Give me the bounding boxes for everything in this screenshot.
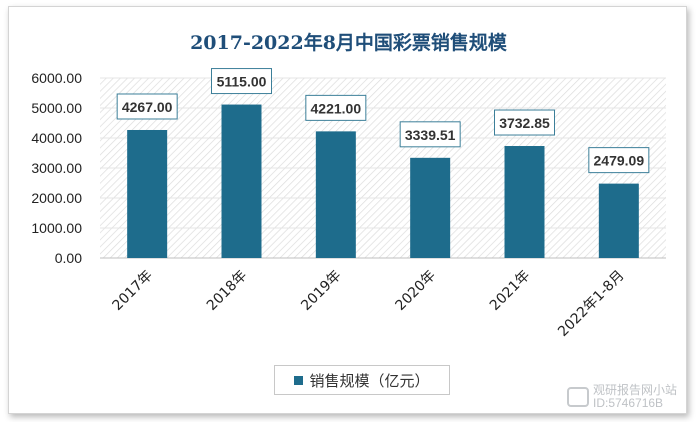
data-label: 2479.09: [594, 153, 645, 169]
bar: [410, 157, 451, 258]
watermark-line1: 观研报告网小站: [593, 383, 678, 397]
watermark-line2: ID:5746716B: [593, 396, 664, 410]
x-tick-label: 2022年1-8月: [555, 268, 627, 340]
data-label: 4267.00: [122, 99, 173, 115]
bar: [504, 146, 545, 258]
data-label-box: [211, 68, 272, 95]
bar: [127, 129, 168, 258]
legend-label: 销售规模（亿元）: [309, 372, 430, 390]
data-label: 4221.00: [311, 100, 362, 116]
y-axis-ticks: 0.00 1000.00 2000.00 3000.00 4000.00 5000.00 6…: [31, 70, 82, 266]
data-label-box: [399, 121, 461, 148]
y-tick-label: 6000.00: [31, 70, 82, 86]
watermark: 观研报告网小站 ID:5746716B: [567, 384, 677, 410]
data-label-box: [305, 94, 367, 121]
bar: [598, 183, 639, 258]
watermark-logo-icon: [567, 387, 589, 407]
x-axis-ticks: 2017年 2018年 2019年 2020年 2021年 2022年1-8月: [110, 268, 628, 340]
x-tick-label: 2020年: [393, 268, 439, 314]
x-tick-label: 2018年: [204, 268, 250, 314]
gridlines: [100, 77, 666, 259]
data-labels: 4267.00 5115.00 4221.00 3339.51 3732.85 2479.…: [116, 68, 650, 174]
y-tick-label: 4000.00: [31, 130, 82, 146]
data-label-box: [588, 147, 650, 174]
data-label-box: [116, 93, 178, 120]
bar: [221, 104, 262, 258]
bar: [315, 131, 356, 258]
y-tick-label: 0.00: [55, 250, 82, 266]
y-tick-label: 2000.00: [31, 190, 82, 206]
y-tick-label: 1000.00: [31, 220, 82, 236]
bars: [127, 104, 639, 258]
x-tick-label: 2019年: [298, 268, 344, 314]
data-label: 5115.00: [217, 74, 267, 90]
data-label-box: [494, 109, 555, 136]
y-tick-label: 5000.00: [31, 100, 82, 116]
data-label: 3732.85: [499, 115, 550, 131]
legend-swatch: [294, 375, 304, 385]
legend: 销售规模（亿元）: [274, 365, 450, 395]
chart-title: 2017-2022年8月中国彩票销售规模: [190, 32, 507, 54]
x-tick-label: 2021年: [487, 268, 533, 314]
x-tick-label: 2017年: [110, 268, 156, 314]
data-label: 3339.51: [405, 127, 456, 143]
y-tick-label: 3000.00: [31, 160, 82, 176]
